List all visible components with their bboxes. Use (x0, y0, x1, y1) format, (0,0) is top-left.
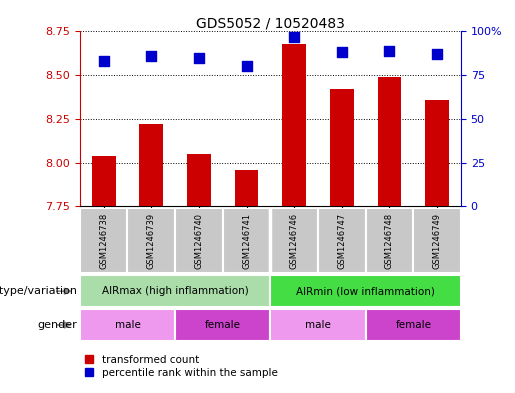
Text: GSM1246747: GSM1246747 (337, 213, 346, 269)
Bar (128, 208, 175, 273)
Text: GSM1246740: GSM1246740 (195, 213, 203, 269)
Bar (80, 275, 270, 307)
Text: AIRmax (high inflammation): AIRmax (high inflammation) (102, 286, 248, 296)
Point (385, 48, 393, 54)
Text: GSM1246746: GSM1246746 (290, 213, 299, 269)
Bar (80, 208, 128, 273)
Bar (366, 309, 461, 341)
Point (147, 53, 156, 59)
Text: GSM1246748: GSM1246748 (385, 213, 394, 269)
Bar (282, 44, 306, 206)
Title: GDS5052 / 10520483: GDS5052 / 10520483 (196, 16, 345, 30)
Text: GSM1246741: GSM1246741 (242, 213, 251, 269)
Text: female: female (396, 320, 431, 330)
Bar (413, 208, 461, 273)
Text: female: female (205, 320, 241, 330)
Text: genotype/variation: genotype/variation (0, 286, 77, 296)
Bar (140, 124, 163, 206)
Point (99, 58, 108, 64)
Legend: transformed count, percentile rank within the sample: transformed count, percentile rank withi… (85, 355, 278, 378)
Bar (270, 275, 461, 307)
Bar (80, 309, 175, 341)
Bar (318, 208, 366, 273)
Point (433, 51, 441, 57)
Bar (222, 208, 270, 273)
Bar (425, 100, 449, 206)
Text: GSM1246739: GSM1246739 (147, 213, 156, 269)
Bar (366, 208, 413, 273)
Text: GSM1246738: GSM1246738 (99, 213, 108, 269)
Text: gender: gender (38, 320, 77, 330)
Text: AIRmin (low inflammation): AIRmin (low inflammation) (296, 286, 435, 296)
Point (290, 33, 298, 40)
Bar (377, 77, 401, 206)
Point (195, 55, 203, 61)
Bar (175, 309, 270, 341)
Bar (270, 309, 366, 341)
Text: male: male (114, 320, 141, 330)
Point (338, 49, 346, 55)
Bar (92, 156, 115, 206)
Bar (270, 208, 318, 273)
Text: male: male (305, 320, 331, 330)
Point (243, 63, 251, 70)
Bar (330, 89, 354, 206)
Bar (235, 170, 259, 206)
Bar (175, 208, 222, 273)
Bar (187, 154, 211, 206)
Text: GSM1246749: GSM1246749 (433, 213, 441, 269)
